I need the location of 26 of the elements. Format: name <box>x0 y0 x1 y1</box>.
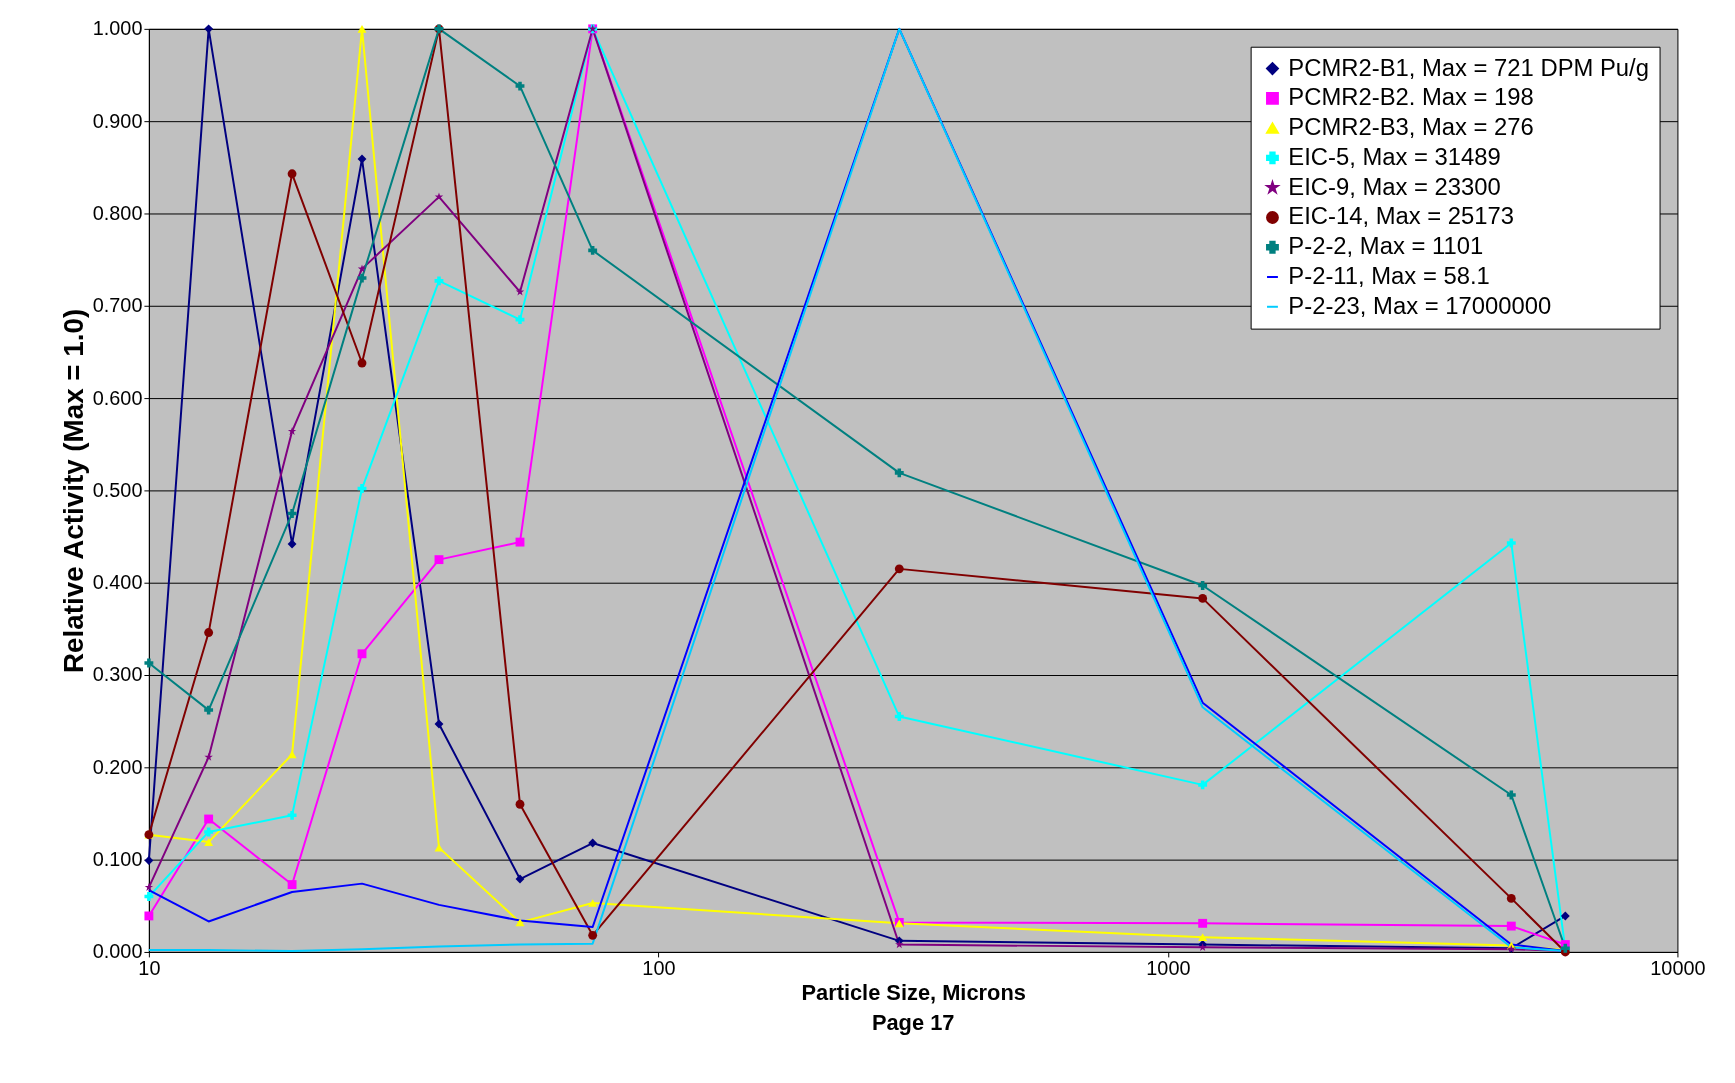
legend-label: EIC-9, Max = 23300 <box>1288 172 1501 200</box>
legend-label: PCMR2-B3, Max = 276 <box>1288 113 1534 141</box>
x-axis-title: Particle Size, Microns <box>801 980 1026 1006</box>
y-tick-label: 1.000 <box>92 17 143 40</box>
legend-label: P-2-2, Max = 1101 <box>1288 232 1484 260</box>
x-tick-label: 100 <box>642 957 676 980</box>
legend-label: PCMR2-B1, Max = 721 DPM Pu/g <box>1288 53 1649 81</box>
legend-label: EIC-5, Max = 31489 <box>1288 142 1501 170</box>
x-tick-label: 10000 <box>1650 957 1706 980</box>
x-tick-label: 10 <box>138 957 161 980</box>
y-tick-label: 0.300 <box>92 663 143 686</box>
y-tick-label: 0.200 <box>92 755 143 778</box>
legend-label: PCMR2-B2. Max = 198 <box>1288 83 1534 111</box>
y-tick-label: 0.500 <box>92 478 143 501</box>
legend-label: P-2-11, Max = 58.1 <box>1288 261 1490 289</box>
x-tick-label: 1000 <box>1146 957 1191 980</box>
legend-label: P-2-23, Max = 17000000 <box>1288 291 1552 319</box>
y-tick-label: 0.900 <box>92 109 143 132</box>
y-axis-title: Relative Activity (Max = 1.0) <box>57 308 89 673</box>
y-tick-label: 0.800 <box>92 201 143 224</box>
text: Page 17 <box>871 1010 955 1036</box>
y-tick-label: 0.600 <box>92 386 143 409</box>
y-tick-label: 0.100 <box>92 848 143 871</box>
y-tick-label: 0.400 <box>92 571 143 594</box>
legend-label: EIC-14, Max = 25173 <box>1288 202 1515 230</box>
y-tick-label: 0.700 <box>92 294 143 317</box>
